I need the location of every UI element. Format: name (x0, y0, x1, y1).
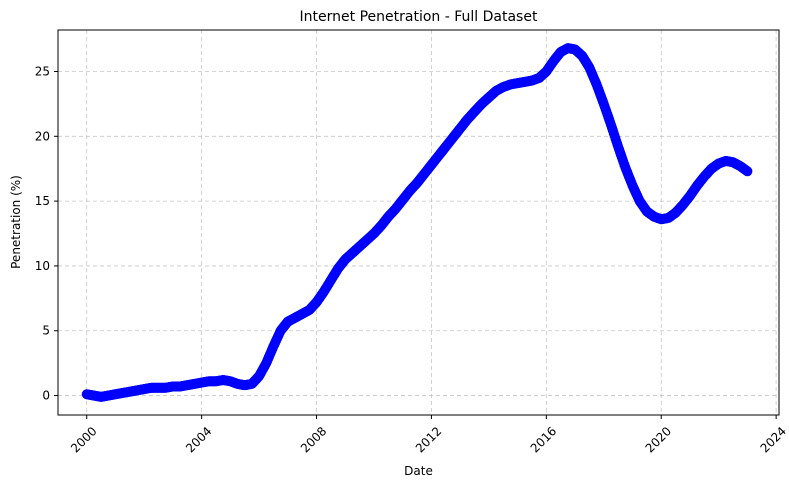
y-tick-label: 0 (42, 389, 50, 403)
data-layer (81, 43, 753, 402)
y-tick-label: 5 (42, 324, 50, 338)
y-axis-title: Penetration (%) (9, 175, 23, 269)
x-tick-label: 2020 (643, 424, 674, 455)
x-tick-label: 2016 (528, 424, 559, 455)
tick-layer: 2000 2004 2008 2012 2016 2020 2024 0 5 10 15 20 25 (35, 64, 789, 455)
x-tick-label: 2004 (183, 424, 214, 455)
y-tick-label: 10 (35, 259, 50, 273)
x-tick-label: 2000 (68, 424, 99, 455)
y-tick-label: 20 (35, 129, 50, 143)
x-tick-label: 2024 (758, 424, 789, 455)
x-tick-label: 2012 (413, 424, 444, 455)
plot-area-frame (57, 29, 780, 416)
chart-title: Internet Penetration - Full Dataset (300, 9, 538, 25)
x-axis-title: Date (404, 464, 433, 478)
grid-layer (58, 30, 779, 415)
y-tick-label: 25 (35, 64, 50, 78)
x-tick-label: 2008 (298, 424, 329, 455)
y-tick-label: 15 (35, 194, 50, 208)
data-point (742, 166, 753, 177)
